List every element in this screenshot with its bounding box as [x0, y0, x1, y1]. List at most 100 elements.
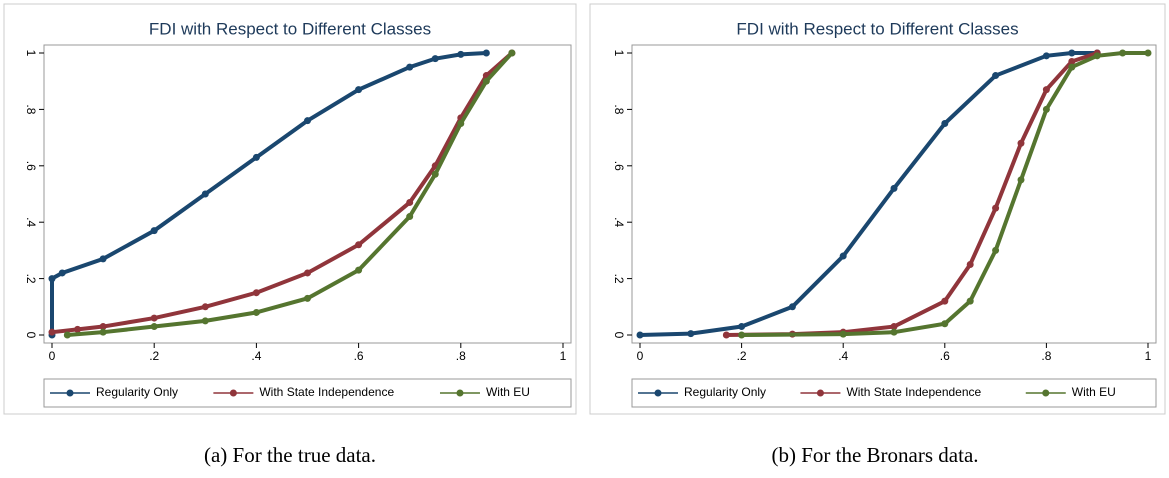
point — [150, 323, 158, 331]
y-tick-label: .6 — [612, 161, 626, 171]
point — [738, 323, 746, 331]
y-tick-label: 0 — [612, 332, 626, 339]
point — [406, 63, 414, 71]
point — [431, 55, 439, 63]
point — [1068, 57, 1076, 65]
point — [99, 328, 107, 336]
point — [941, 320, 949, 328]
y-tick-label: .8 — [24, 104, 38, 114]
point — [941, 297, 949, 305]
y-tick-label: 1 — [24, 50, 38, 57]
legend-label: With EU — [486, 385, 530, 399]
x-tick-label: .6 — [354, 349, 364, 363]
point — [48, 275, 56, 283]
legend — [631, 378, 1157, 408]
legend-label: With State Independence — [259, 385, 394, 399]
y-tick-label: .4 — [24, 217, 38, 227]
x-tick-label: 1 — [1145, 349, 1152, 363]
point — [482, 77, 490, 85]
point — [1017, 139, 1025, 147]
point — [941, 120, 949, 127]
x-tick-label: 0 — [49, 349, 56, 363]
point — [201, 190, 209, 198]
point — [1068, 49, 1076, 57]
point — [1042, 52, 1050, 60]
point — [839, 330, 847, 338]
legend — [43, 378, 572, 408]
y-tick-label: .8 — [612, 104, 626, 114]
point — [966, 261, 974, 268]
point — [966, 297, 974, 305]
x-tick-label: .2 — [737, 349, 747, 363]
point — [63, 331, 71, 339]
point — [99, 255, 107, 263]
caption: (a) For the true data. — [204, 443, 376, 467]
point — [406, 198, 414, 206]
point — [482, 49, 490, 57]
series-line — [67, 51, 514, 337]
point — [431, 170, 439, 178]
point — [839, 252, 847, 260]
legend-label: Regularity Only — [96, 385, 178, 399]
x-tick-label: .4 — [838, 349, 848, 363]
plot-area — [631, 44, 1157, 344]
point — [1017, 176, 1025, 184]
point — [252, 153, 260, 161]
point — [636, 331, 644, 339]
plot-area — [43, 44, 572, 344]
point — [890, 184, 898, 192]
point — [457, 120, 465, 127]
point — [738, 331, 746, 339]
y-tick-label: .2 — [24, 274, 38, 284]
point — [1119, 49, 1127, 57]
legend-label: With State Independence — [846, 385, 981, 399]
x-tick-label: .4 — [251, 349, 261, 363]
y-tick-label: .6 — [24, 161, 38, 171]
point — [252, 308, 260, 316]
y-tick-label: .4 — [612, 217, 626, 227]
y-tick-label: .2 — [612, 274, 626, 284]
legend-marker — [456, 389, 464, 397]
legend-marker — [1042, 389, 1050, 397]
point — [304, 269, 311, 277]
point — [58, 269, 66, 277]
legend-marker — [816, 389, 824, 397]
point — [201, 317, 209, 325]
y-tick-label: 1 — [612, 50, 626, 57]
point — [74, 325, 82, 333]
point — [150, 227, 158, 235]
chart-title: FDI with Respect to Different Classes — [736, 19, 1018, 38]
point — [304, 117, 311, 125]
point — [252, 289, 260, 297]
point — [890, 328, 898, 336]
point — [992, 246, 1000, 254]
point — [48, 328, 56, 336]
x-tick-label: .6 — [940, 349, 950, 363]
x-tick-label: .2 — [149, 349, 159, 363]
point — [508, 49, 516, 57]
point — [355, 86, 363, 94]
x-tick-label: 0 — [637, 349, 644, 363]
legend-label: With EU — [1072, 385, 1116, 399]
legend-marker — [654, 389, 662, 397]
legend-marker — [66, 389, 74, 397]
x-tick-label: .8 — [1041, 349, 1051, 363]
point — [150, 314, 158, 322]
caption: (b) For the Bronars data. — [771, 443, 978, 467]
point — [992, 204, 1000, 212]
point — [406, 213, 414, 221]
point — [687, 330, 695, 338]
point — [1068, 63, 1076, 71]
point — [722, 331, 730, 339]
point — [355, 266, 363, 274]
y-tick-label: 0 — [24, 332, 38, 339]
point — [201, 303, 209, 311]
x-tick-label: .8 — [456, 349, 466, 363]
point — [890, 323, 898, 331]
series-line — [741, 51, 1148, 337]
point — [99, 323, 107, 331]
point — [304, 294, 311, 302]
point — [992, 72, 1000, 80]
point — [1144, 49, 1152, 57]
